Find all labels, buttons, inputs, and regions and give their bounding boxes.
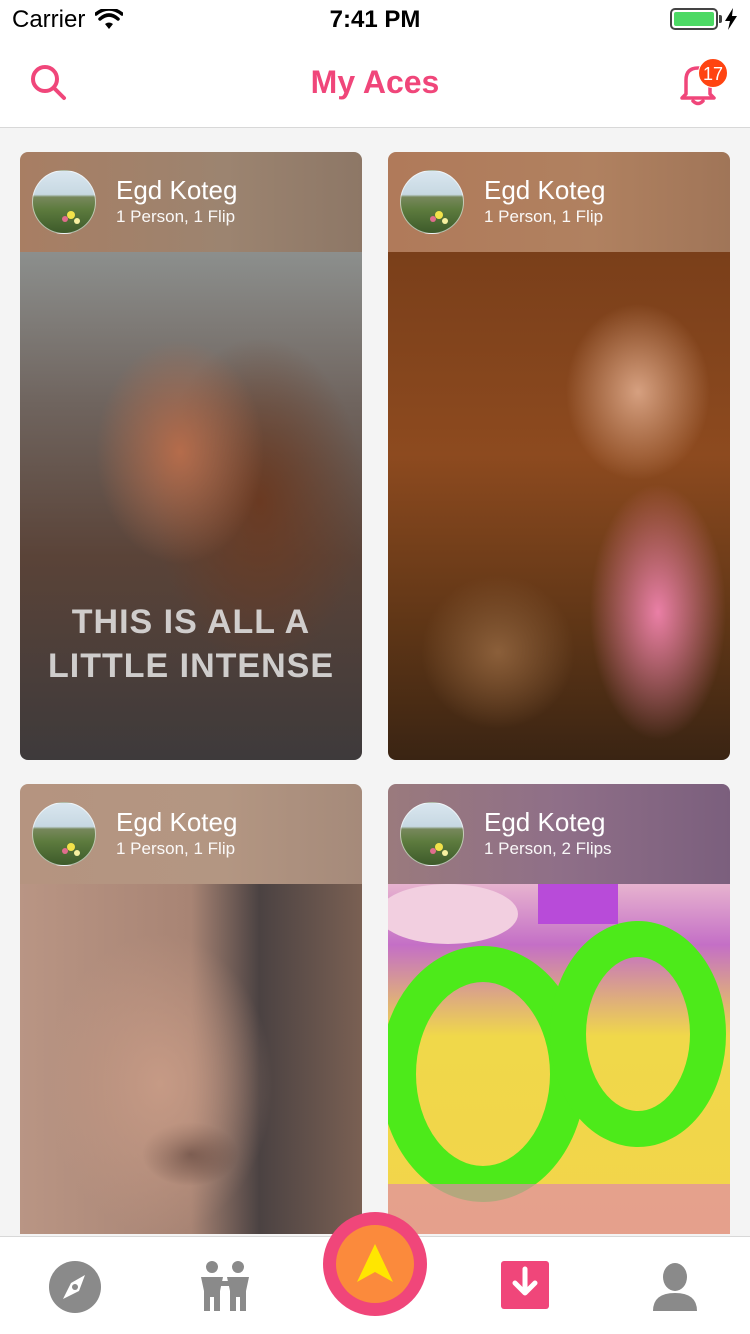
card-name: Egd Koteg (116, 175, 238, 205)
page-title: My Aces (310, 64, 440, 100)
status-bar: Carrier 7:41 PM (0, 0, 750, 40)
charging-bolt-icon (725, 8, 737, 30)
create-ace-button[interactable] (323, 1212, 427, 1316)
card-header: Egd Koteg 1 Person, 1 Flip (20, 784, 362, 884)
card-header: Egd Koteg 1 Person, 1 Flip (20, 152, 362, 252)
ace-card[interactable]: Egd Koteg 1 Person, 2 Flips (388, 784, 730, 1234)
people-icon[interactable] (195, 1257, 255, 1317)
card-name: Egd Koteg (116, 807, 238, 837)
avatar (400, 170, 464, 234)
search-icon[interactable] (28, 62, 68, 102)
compass-icon[interactable] (45, 1257, 105, 1317)
status-time: 7:41 PM (329, 6, 421, 33)
arrow-up-icon (357, 1244, 393, 1282)
card-subtitle: 1 Person, 1 Flip (116, 839, 236, 858)
carrier-label: Carrier (12, 6, 86, 33)
caption-line-1: THIS IS ALL A (71, 603, 311, 641)
ace-image (388, 252, 730, 760)
ace-image (388, 884, 730, 1234)
card-header: Egd Koteg 1 Person, 1 Flip (388, 152, 730, 252)
card-subtitle: 1 Person, 1 Flip (116, 207, 236, 226)
card-name: Egd Koteg (484, 807, 606, 837)
notification-badge: 17 (698, 58, 728, 88)
ace-image-shapes (388, 884, 730, 1234)
caption-line-2: LITTLE INTENSE (48, 647, 334, 685)
card-header: Egd Koteg 1 Person, 2 Flips (388, 784, 730, 884)
aces-grid: THIS IS ALL A LITTLE INTENSE Egd Koteg 1… (20, 152, 730, 1234)
ace-image (20, 884, 362, 1234)
ace-image: THIS IS ALL A LITTLE INTENSE (20, 252, 362, 760)
wifi-icon (95, 9, 124, 29)
card-name: Egd Koteg (484, 175, 606, 205)
card-subtitle: 1 Person, 1 Flip (484, 207, 604, 226)
avatar (32, 170, 96, 234)
notifications-button[interactable]: 17 (676, 58, 728, 106)
avatar (400, 802, 464, 866)
status-right (670, 8, 738, 30)
battery-icon (670, 8, 722, 30)
create-ace-inner (336, 1225, 414, 1303)
ace-card[interactable]: Egd Koteg 1 Person, 1 Flip (388, 152, 730, 760)
card-subtitle: 1 Person, 2 Flips (484, 839, 612, 858)
ace-card[interactable]: THIS IS ALL A LITTLE INTENSE Egd Koteg 1… (20, 152, 362, 760)
ace-card[interactable]: Egd Koteg 1 Person, 1 Flip (20, 784, 362, 1234)
status-left: Carrier (12, 6, 124, 34)
nav-bar: My Aces 17 (0, 40, 750, 128)
download-box-icon[interactable] (495, 1257, 555, 1317)
avatar (32, 802, 96, 866)
person-icon[interactable] (645, 1257, 705, 1317)
